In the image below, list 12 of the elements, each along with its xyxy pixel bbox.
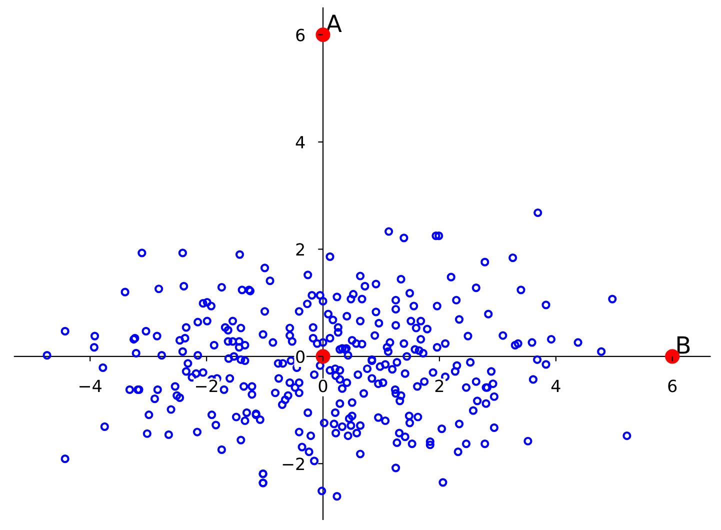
- x-tick-label: 2: [435, 380, 444, 392]
- x-tick-label: 4: [551, 380, 560, 392]
- y-tick-label: −2: [282, 458, 304, 470]
- x-tick-label: 6: [668, 380, 677, 392]
- annotation: B: [677, 336, 690, 354]
- y-tick-label: 0: [296, 350, 305, 363]
- y-tick-label: 6: [296, 28, 305, 42]
- x-tick-label: −4: [80, 380, 102, 392]
- x-tick-label: −2: [196, 380, 218, 392]
- x-tick-label: 0: [318, 380, 328, 392]
- y-tick-label: 2: [296, 243, 304, 256]
- y-tick-label: 4: [296, 136, 305, 148]
